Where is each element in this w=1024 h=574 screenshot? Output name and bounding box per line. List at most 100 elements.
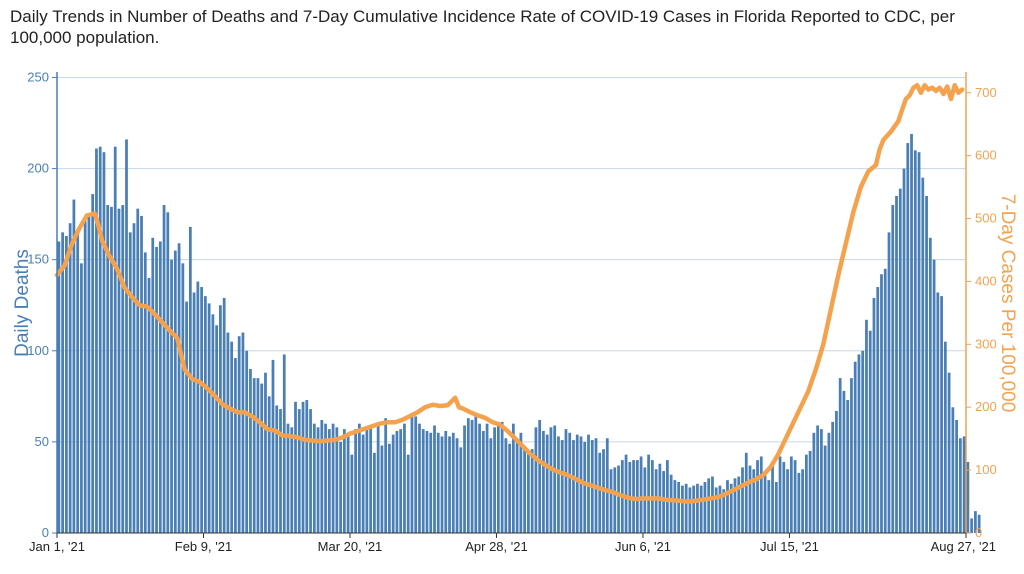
death-bar	[921, 177, 925, 534]
death-bar	[677, 481, 681, 533]
death-bar	[95, 148, 98, 533]
death-bar	[962, 436, 966, 533]
death-bar	[778, 456, 782, 533]
death-bar	[128, 232, 132, 533]
death-bar	[324, 423, 327, 533]
x-tick-label: Feb 9, '21	[175, 539, 232, 554]
death-bar	[140, 215, 143, 534]
y-right-tick-label: 100	[975, 462, 997, 477]
death-bar	[812, 432, 816, 533]
death-bar	[759, 456, 763, 533]
death-bar	[801, 469, 804, 533]
death-bar	[545, 434, 549, 533]
death-bar	[162, 205, 166, 533]
death-bar	[925, 195, 928, 533]
x-tick-label: Jun 6, '21	[615, 539, 671, 554]
death-bar	[65, 235, 68, 533]
death-bar	[267, 396, 271, 533]
y-left-tick-label: 0	[42, 525, 49, 540]
death-bar	[249, 369, 252, 533]
death-bar	[955, 420, 958, 533]
death-bar	[932, 259, 936, 533]
death-bar	[804, 454, 808, 533]
death-bar	[865, 319, 868, 533]
death-bar	[91, 194, 95, 533]
death-bar	[534, 427, 538, 533]
death-bar	[222, 297, 226, 533]
y-left-tick-label: 100	[27, 343, 49, 358]
death-bar	[774, 481, 778, 533]
y-left-tick-label: 150	[27, 252, 49, 267]
death-bar	[290, 427, 294, 533]
death-bar	[729, 483, 733, 533]
death-bar	[850, 378, 853, 533]
death-bar	[714, 487, 718, 533]
death-bar	[617, 465, 620, 533]
death-bar	[399, 429, 403, 533]
death-bar	[583, 441, 587, 533]
death-bar	[857, 354, 861, 533]
death-bar	[883, 268, 887, 533]
death-bar	[917, 152, 921, 533]
death-bar	[113, 146, 117, 533]
y-right-tick-label: 600	[975, 148, 997, 163]
death-bar	[61, 232, 65, 533]
death-bar	[512, 423, 515, 533]
death-bar	[481, 430, 485, 533]
cases-line-group	[54, 82, 965, 504]
death-bar	[974, 511, 977, 533]
death-bar	[639, 456, 643, 533]
death-bar	[252, 378, 256, 533]
y-right-tick-label: 400	[975, 273, 997, 288]
death-bar	[853, 361, 857, 533]
death-bar	[466, 418, 470, 533]
death-bar	[237, 336, 241, 533]
death-bar	[527, 451, 530, 533]
death-bar	[763, 474, 767, 533]
y-axis-left-title: Daily Deaths	[12, 249, 33, 357]
death-bar	[647, 454, 650, 533]
death-bar	[181, 263, 185, 533]
y-right-tick-label: 500	[975, 211, 997, 226]
death-bar	[519, 432, 523, 533]
death-bar	[868, 330, 872, 533]
death-bar	[215, 325, 219, 533]
death-bar	[681, 485, 684, 533]
death-bar	[373, 452, 376, 533]
death-bar	[102, 152, 106, 533]
death-bar	[365, 429, 369, 533]
death-bar	[598, 452, 602, 533]
death-bar	[72, 199, 76, 533]
death-bar	[489, 438, 493, 533]
death-bar	[523, 447, 527, 533]
death-bar	[605, 438, 609, 533]
death-bar	[718, 485, 722, 533]
death-bar	[958, 438, 962, 533]
death-bar	[121, 205, 125, 533]
death-bar	[549, 427, 553, 533]
death-bar	[797, 472, 801, 533]
death-bar	[564, 429, 568, 533]
death-bar	[478, 423, 481, 533]
death-bar	[136, 208, 140, 533]
death-bar	[470, 420, 474, 533]
death-bar	[823, 445, 827, 533]
death-bar	[384, 418, 388, 533]
death-bar	[820, 429, 823, 533]
death-bar	[406, 454, 410, 533]
death-bar	[722, 489, 726, 533]
death-bar	[793, 460, 797, 533]
death-bar	[76, 232, 80, 533]
death-bar	[271, 359, 275, 533]
death-bar	[560, 440, 564, 533]
death-bar	[553, 425, 557, 533]
death-bar	[260, 383, 264, 533]
death-bar	[910, 133, 913, 533]
death-bar	[444, 430, 448, 533]
death-bar	[748, 465, 752, 533]
death-bar	[192, 292, 196, 533]
death-bar	[57, 241, 61, 533]
death-bar	[880, 274, 883, 533]
death-bar	[771, 463, 774, 533]
death-bar	[279, 409, 282, 533]
